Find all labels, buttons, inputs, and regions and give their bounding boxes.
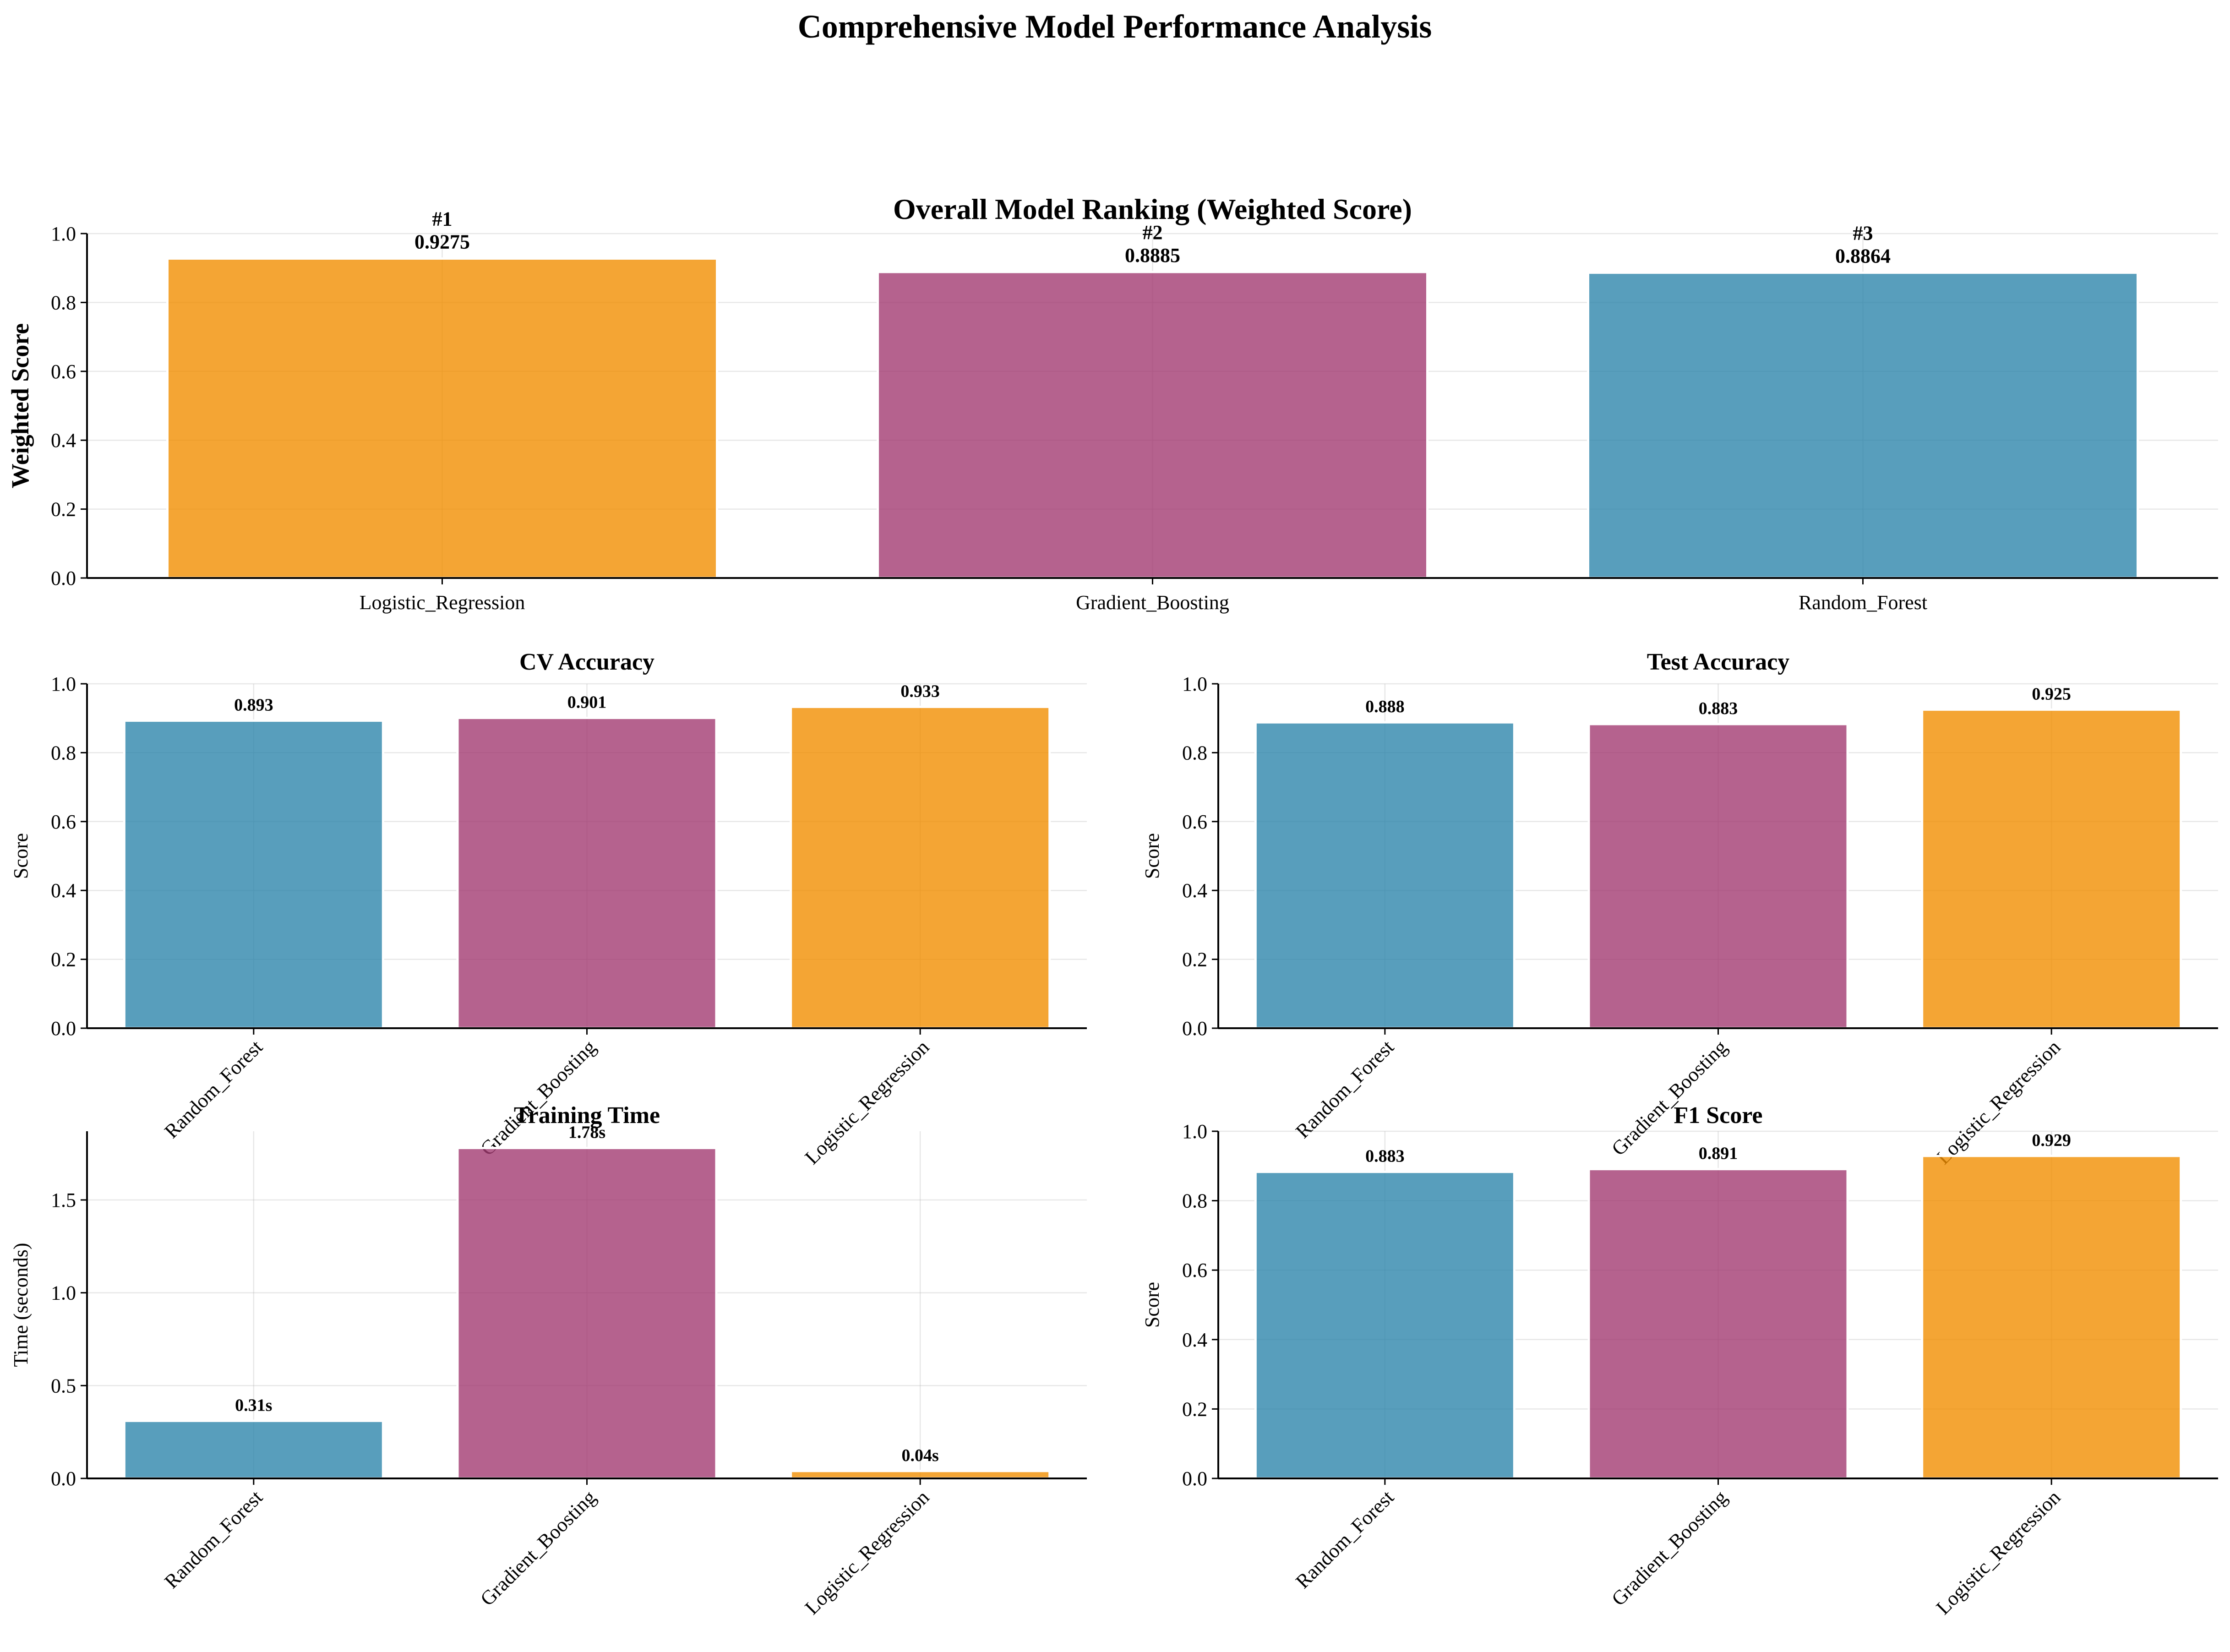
bar-logistic-regression: [166, 257, 718, 579]
bar-logistic-regression: [790, 1470, 1051, 1480]
y-tick-label: 0.8: [51, 741, 76, 764]
chart-f1-score: 0.0 0.2 0.4 0.6 0.8 1.0 0.883 0.891 0.929 Random_…: [1141, 1102, 2218, 1619]
y-axis-label: Weighted Score: [6, 323, 34, 488]
x-tick-label: Random_Forest: [1799, 591, 1927, 614]
y-tick-label: 0.4: [1182, 1329, 1207, 1351]
y-tick-label: 1.0: [51, 223, 76, 245]
y-tick-label: 0.6: [1182, 811, 1207, 833]
y-tick-label: 0.8: [1182, 1190, 1207, 1212]
y-axis-label: Score: [1141, 833, 1163, 879]
y-tick-label: 1.0: [51, 1282, 76, 1304]
bar-value-label: #3 0.8864: [1835, 222, 1891, 267]
y-tick-label: 0.4: [1182, 879, 1207, 902]
chart-test-accuracy: 0.0 0.2 0.4 0.6 0.8 1.0 0.888 0.883 0.925 Random_…: [1141, 649, 2218, 1169]
y-tick-label: 0.6: [51, 811, 76, 833]
chart-ranking: 0.0 0.2 0.4 0.6 0.8 1.0 #1 0.9275 #2 0.8885 #3 0.88…: [6, 193, 2218, 614]
bar-random-forest: [1254, 721, 1516, 1030]
y-tick-label: 0.2: [51, 498, 76, 521]
y-tick-label: 0.2: [1182, 949, 1207, 971]
y-tick-label: 0.2: [1182, 1398, 1207, 1420]
bar-logistic-regression: [1921, 1155, 2182, 1480]
x-tick-label: Gradient_Boosting: [1076, 591, 1229, 614]
bar-gradient-boosting: [1587, 1168, 1849, 1480]
chart-training-time: 0.0 0.5 1.0 1.5 0.31s 1.78s 0.04s Random_Forest…: [10, 1102, 1087, 1619]
bar-value-label: 0.901: [567, 692, 607, 712]
bar-value-label: 0.31s: [235, 1396, 272, 1415]
bar-value-label: 0.888: [1365, 697, 1405, 716]
bar-value-label: 0.883: [1365, 1147, 1405, 1166]
bar-random-forest: [1587, 271, 2139, 579]
bar-gradient-boosting: [456, 716, 718, 1030]
bar-value-label: 0.925: [2032, 684, 2071, 703]
y-tick-label: 1.0: [1182, 1120, 1207, 1143]
bar-value-label: 0.929: [2032, 1131, 2071, 1150]
x-tick-label: Logistic_Regression: [801, 1486, 933, 1619]
x-tick-label: Gradient_Boosting: [476, 1486, 600, 1610]
y-tick-label: 0.0: [51, 1017, 76, 1040]
x-tick-label: Random_Forest: [160, 1036, 267, 1142]
bar-value-label: 0.893: [234, 695, 273, 714]
y-axis-label: Time (seconds): [10, 1243, 32, 1367]
bar-value-label: #2 0.8885: [1125, 221, 1180, 267]
y-tick-label: 0.0: [1182, 1017, 1207, 1040]
y-tick-label: 1.0: [51, 673, 76, 695]
chart-title: F1 Score: [1674, 1102, 1763, 1129]
chart-title: Training Time: [514, 1102, 660, 1129]
x-tick-label: Gradient_Boosting: [1607, 1036, 1731, 1160]
x-tick-label: Logistic_Regression: [360, 591, 525, 614]
chart-cv-accuracy: 0.0 0.2 0.4 0.6 0.8 1.0 0.893 0.901 0.933 Random_…: [10, 649, 1087, 1169]
bar-value-label: 0.891: [1699, 1144, 1738, 1163]
bar-logistic-regression: [790, 705, 1051, 1030]
bar-random-forest: [1254, 1171, 1516, 1480]
y-tick-label: 0.5: [51, 1374, 76, 1397]
x-tick-label: Logistic_Regression: [801, 1036, 933, 1168]
bar-value-label: 1.78s: [568, 1123, 605, 1142]
y-tick-label: 1.0: [1182, 673, 1207, 695]
chart-title: CV Accuracy: [519, 649, 654, 675]
x-tick-label: Random_Forest: [160, 1486, 267, 1592]
x-tick-label: Random_Forest: [1291, 1036, 1398, 1142]
y-tick-label: 0.0: [51, 567, 76, 589]
bar-gradient-boosting: [877, 271, 1429, 579]
bar-value-label: 0.04s: [902, 1446, 939, 1465]
y-tick-label: 0.8: [1182, 741, 1207, 764]
x-tick-label: Logistic_Regression: [1932, 1486, 2065, 1619]
x-tick-label: Gradient_Boosting: [1607, 1486, 1731, 1610]
y-tick-label: 0.0: [51, 1467, 76, 1490]
chart-title: Test Accuracy: [1647, 649, 1789, 675]
y-tick-label: 0.8: [51, 291, 76, 314]
y-tick-label: 0.6: [1182, 1259, 1207, 1281]
y-tick-label: 0.0: [1182, 1467, 1207, 1490]
bar-gradient-boosting: [1587, 723, 1849, 1030]
y-axis-label: Score: [1141, 1282, 1163, 1328]
y-tick-label: 0.4: [51, 429, 76, 452]
chart-title: Overall Model Ranking (Weighted Score): [893, 193, 1412, 225]
x-tick-label: Random_Forest: [1291, 1486, 1398, 1592]
figure-title: Comprehensive Model Performance Analysis: [798, 8, 1432, 45]
y-axis-label: Score: [10, 833, 32, 879]
bar-gradient-boosting: [456, 1146, 718, 1480]
bar-value-label: 0.883: [1699, 699, 1738, 718]
bar-value-label: #1 0.9275: [414, 208, 470, 253]
bar-value-label: 0.933: [900, 682, 940, 701]
y-tick-label: 0.4: [51, 879, 76, 902]
bar-logistic-regression: [1921, 708, 2182, 1030]
y-tick-label: 0.2: [51, 949, 76, 971]
y-tick-label: 0.6: [51, 360, 76, 383]
bar-random-forest: [123, 719, 384, 1030]
y-tick-label: 1.5: [51, 1189, 76, 1211]
bar-random-forest: [123, 1419, 384, 1480]
